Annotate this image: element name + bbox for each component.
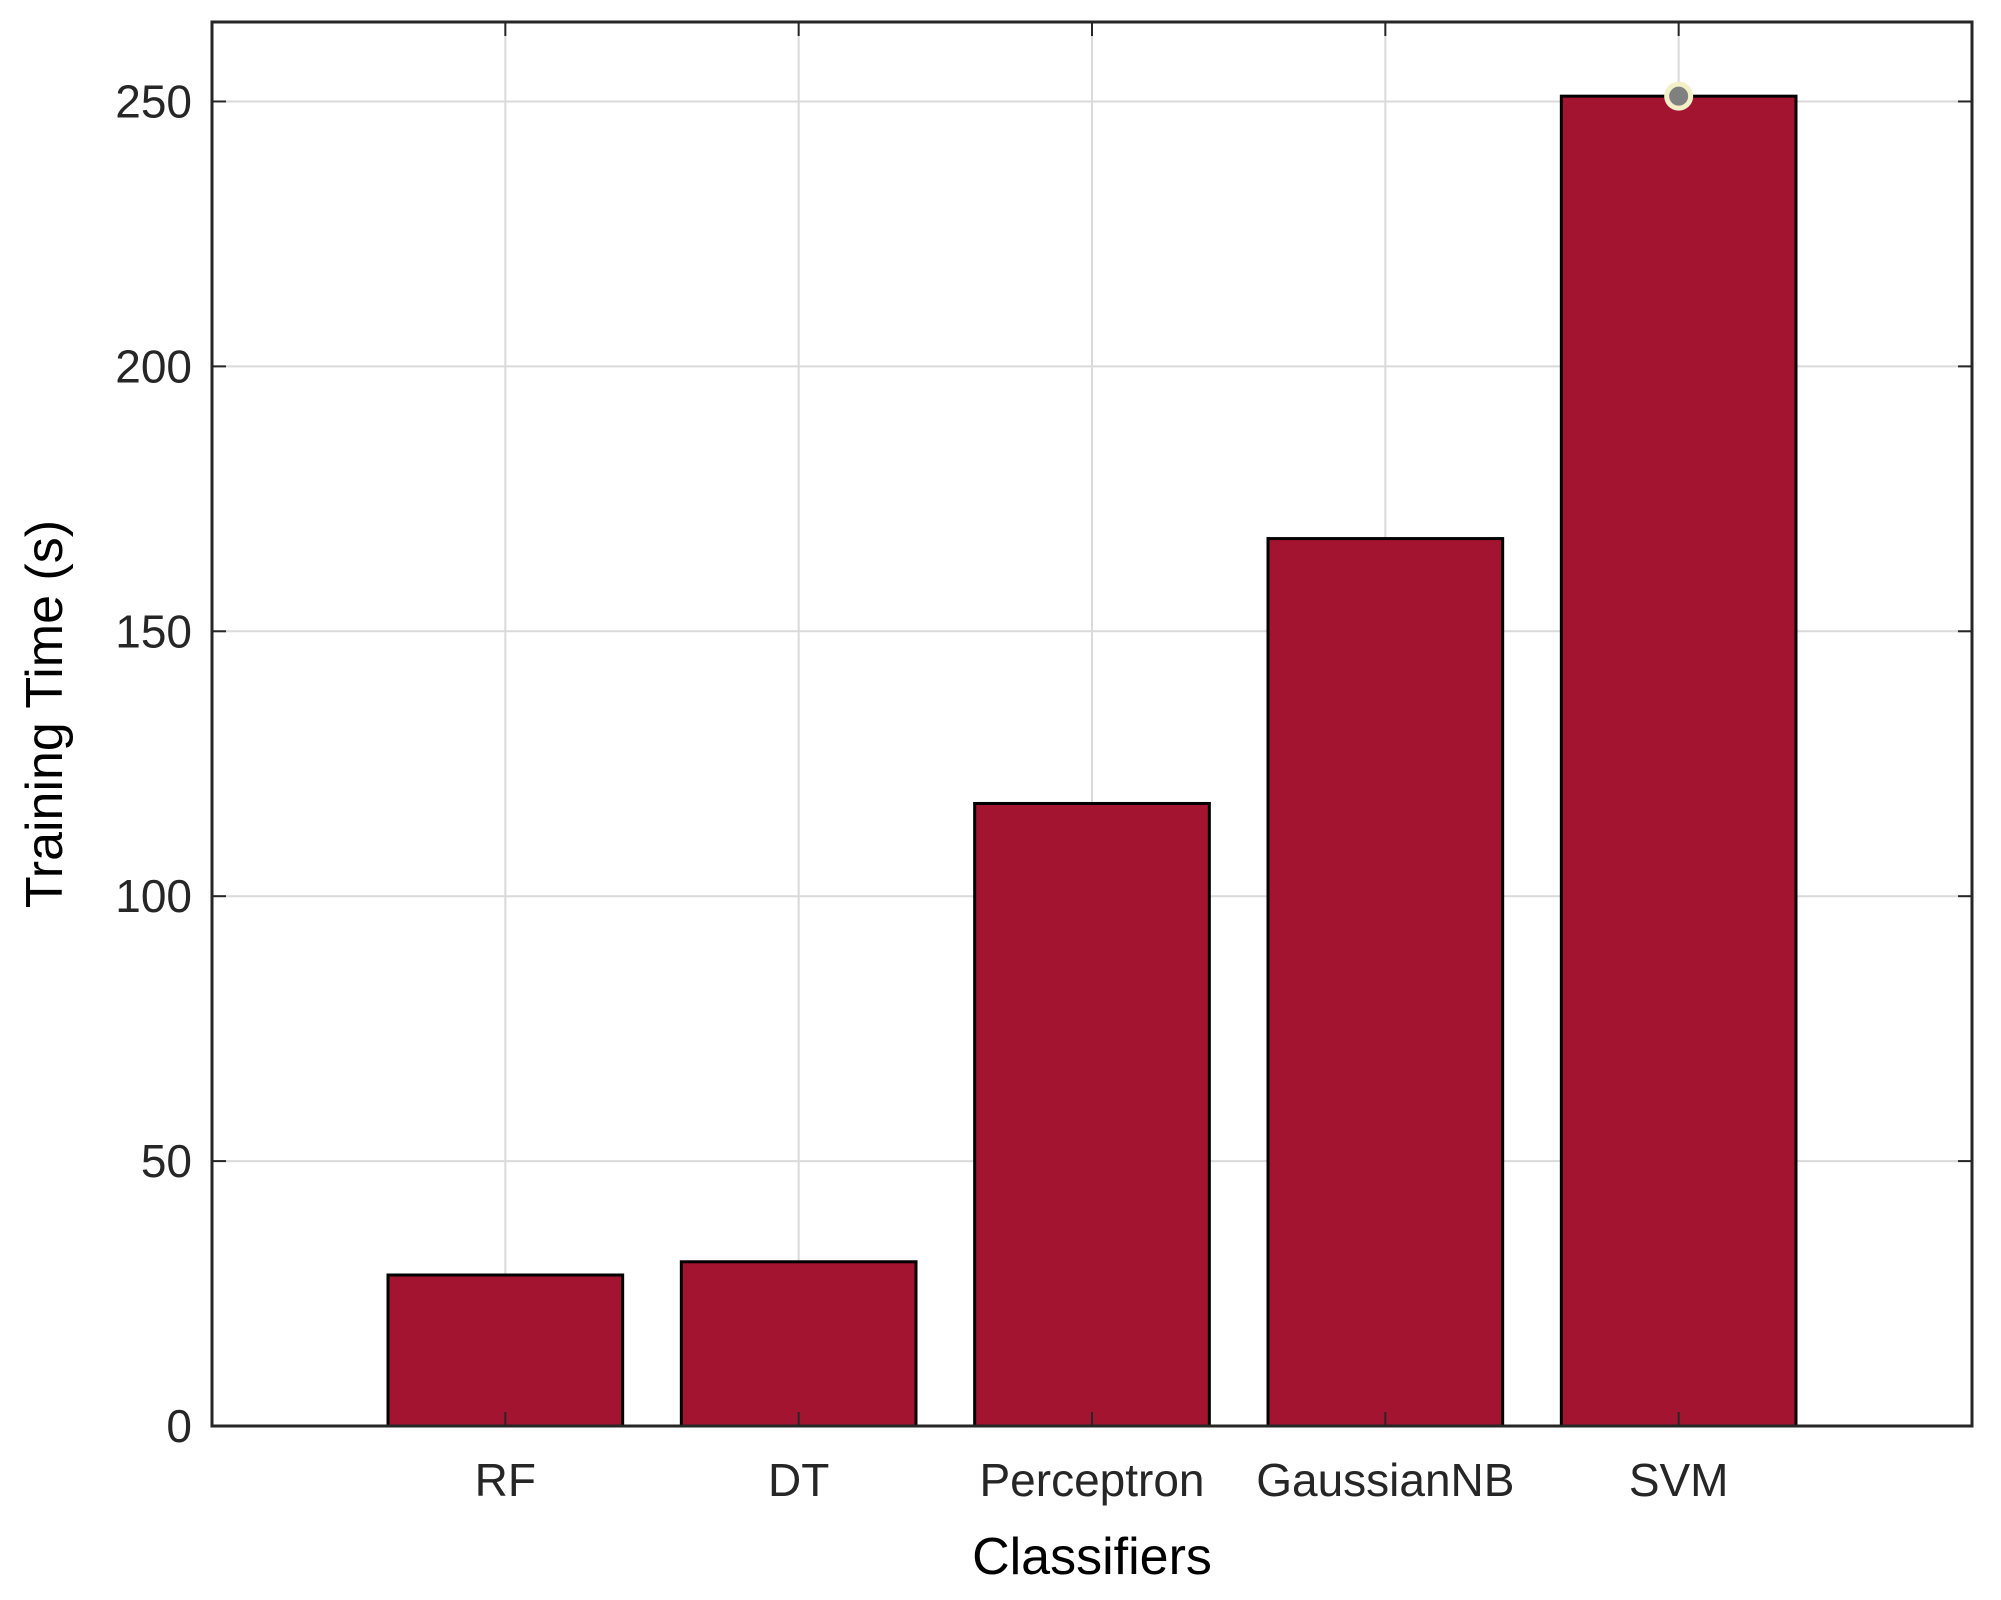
x-tick-label: SVM bbox=[1629, 1454, 1729, 1506]
y-tick-label: 50 bbox=[141, 1135, 192, 1187]
y-tick-label: 0 bbox=[166, 1400, 192, 1452]
marker-layer bbox=[1664, 81, 1694, 111]
y-tick-label: 150 bbox=[115, 605, 192, 657]
y-tick-label: 250 bbox=[115, 75, 192, 127]
bar-perceptron bbox=[973, 801, 1211, 1428]
x-tick-label: RF bbox=[475, 1454, 536, 1506]
x-tick-label: GaussianNB bbox=[1256, 1454, 1514, 1506]
x-tick-label: DT bbox=[768, 1454, 829, 1506]
y-tick-label: 100 bbox=[115, 870, 192, 922]
data-point-marker bbox=[1664, 81, 1694, 111]
bar-gaussiannb bbox=[1266, 537, 1505, 1428]
y-axis-title: Training Time (s) bbox=[16, 520, 74, 908]
plot-area-frame bbox=[210, 20, 1974, 1428]
x-axis-title: Classifiers bbox=[972, 1528, 1212, 1586]
bar-dt bbox=[679, 1260, 918, 1428]
y-tick-label: 200 bbox=[115, 340, 192, 392]
bar-svm bbox=[1559, 94, 1798, 1428]
ticks-layer: 0 50 100 150 200 250 RF DT Perceptron GaussianNB S… bbox=[115, 22, 1972, 1506]
x-tick-label: Perceptron bbox=[979, 1454, 1204, 1506]
bar-rf bbox=[386, 1273, 625, 1428]
